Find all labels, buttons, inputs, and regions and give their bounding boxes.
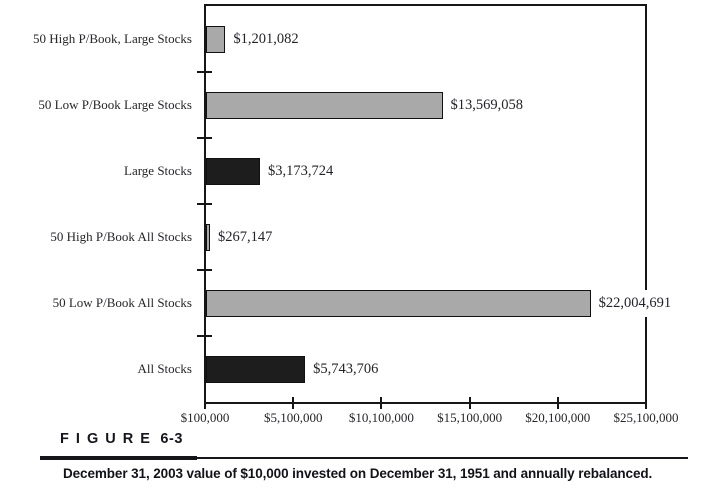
bar-row: $13,569,058: [206, 72, 645, 138]
y-axis-tick: [197, 203, 212, 205]
category-label: 50 Low P/Book All Stocks: [52, 295, 192, 310]
x-axis-tick-label: $20,100,000: [525, 410, 591, 425]
bar-value-label: $13,569,058: [448, 91, 526, 119]
category-label: 50 Low P/Book Large Stocks: [38, 97, 192, 112]
bar-value-label: $1,201,082: [231, 25, 301, 53]
figure-label: F I G U R E: [60, 431, 152, 447]
bar-gray: [206, 289, 591, 317]
plot-area: $1,201,082 $13,569,058 $3,173,724 $267,147 $…: [204, 4, 674, 404]
x-axis-tick-label: $5,100,000: [263, 410, 323, 425]
y-axis-tick: [197, 269, 212, 271]
figure-number: 6-3: [160, 431, 183, 447]
bar-gray: [206, 25, 226, 53]
category-label: 50 High P/Book, Large Stocks: [32, 31, 192, 46]
figure-caption: December 31, 2003 value of $10,000 inves…: [63, 466, 653, 481]
bar-row: $267,147: [206, 204, 645, 270]
x-axis-tick: [204, 397, 206, 409]
bar-black: [206, 157, 260, 185]
y-axis-tick: [197, 137, 212, 139]
figure-heading: F I G U R E 6-3: [60, 431, 183, 447]
category-label: 50 High P/Book All Stocks: [50, 229, 192, 244]
x-axis-tick-label: $10,100,000: [348, 410, 414, 425]
figure-rule-thick-segment: [40, 456, 197, 460]
bar-black: [206, 355, 306, 383]
bar-row: $22,004,691: [206, 270, 674, 336]
y-axis-tick: [197, 71, 212, 73]
bar-gray: [206, 91, 443, 119]
x-axis-tick: [468, 397, 471, 409]
bar-row: $5,743,706: [206, 336, 645, 402]
x-axis-tick: [380, 397, 383, 409]
bar-row: $3,173,724: [206, 138, 645, 204]
x-axis-tick-label: $15,100,000: [437, 410, 503, 425]
category-label: All Stocks: [137, 361, 192, 376]
bar-value-label: $3,173,724: [265, 157, 336, 185]
category-axis: 50 High P/Book, Large Stocks 50 Low P/Boo…: [0, 6, 197, 402]
bar-row: $1,201,082: [206, 6, 645, 72]
y-axis-tick: [197, 335, 212, 337]
bar-gray: [206, 223, 210, 251]
x-axis-tick: [645, 397, 647, 409]
x-axis-tick-label: $100,000: [180, 410, 230, 425]
figure-rule: [40, 456, 688, 460]
x-axis-tick: [292, 397, 295, 409]
x-axis-tick-label: $25,100,000: [613, 410, 679, 425]
bar-value-label: $5,743,706: [311, 355, 381, 383]
category-label: Large Stocks: [124, 163, 192, 178]
bar-value-label: $22,004,691: [596, 289, 674, 317]
bar-value-label: $267,147: [216, 223, 275, 251]
x-axis-tick: [556, 397, 559, 409]
